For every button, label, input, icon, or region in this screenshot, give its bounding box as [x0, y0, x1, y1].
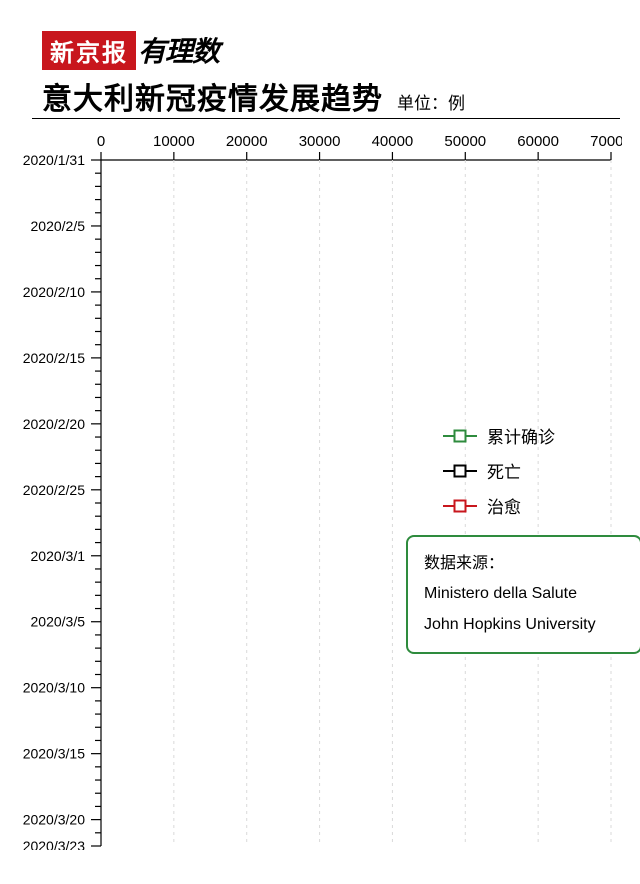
chart-unit: 单位：例 — [397, 89, 465, 114]
publisher-logo: 新京报 有理数 — [42, 30, 219, 70]
y-tick-label: 2020/2/20 — [23, 416, 85, 432]
x-tick-label: 70000 — [590, 133, 622, 150]
source-line-1: Ministero della Salute — [424, 579, 624, 609]
source-line-2: John Hopkins University — [424, 610, 624, 640]
legend-item: 累计确诊 — [443, 423, 555, 448]
legend-marker-icon — [454, 464, 467, 477]
x-tick-label: 40000 — [372, 133, 414, 150]
y-tick-label: 2020/1/31 — [23, 152, 85, 168]
legend-label: 治愈 — [487, 493, 521, 518]
header-divider — [32, 118, 620, 119]
x-tick-label: 20000 — [226, 133, 268, 150]
x-tick-label: 10000 — [153, 133, 195, 150]
y-tick-label: 2020/2/15 — [23, 350, 85, 366]
source-label: 数据来源： — [424, 549, 624, 579]
y-tick-label: 2020/2/5 — [31, 218, 86, 234]
legend-line-icon — [443, 435, 477, 437]
x-tick-label: 30000 — [299, 133, 341, 150]
y-tick-label: 2020/3/5 — [31, 614, 86, 630]
y-tick-label: 2020/3/1 — [31, 548, 86, 564]
legend-marker-icon — [454, 499, 467, 512]
chart-header: 意大利新冠疫情发展趋势 单位：例 — [42, 74, 465, 118]
x-tick-label: 60000 — [517, 133, 559, 150]
chart-area: 0 10000 20000 30000 40000 50000 60000 70000 2020… — [18, 130, 622, 850]
legend-item: 治愈 — [443, 493, 555, 518]
legend-line-icon — [443, 505, 477, 507]
legend-line-icon — [443, 470, 477, 472]
legend-marker-icon — [454, 429, 467, 442]
legend-item: 死亡 — [443, 458, 555, 483]
legend-label: 累计确诊 — [487, 423, 555, 448]
y-tick-label: 2020/3/20 — [23, 812, 85, 828]
legend: 累计确诊死亡治愈 — [443, 423, 555, 528]
logo-script: 有理数 — [138, 30, 219, 70]
x-tick-label: 0 — [97, 133, 105, 150]
logo-box: 新京报 — [42, 31, 136, 70]
chart-title: 意大利新冠疫情发展趋势 — [42, 74, 383, 118]
y-tick-label: 2020/3/15 — [23, 746, 85, 762]
source-box: 数据来源： Ministero della Salute John Hopkin… — [406, 535, 640, 654]
y-tick-label: 2020/2/10 — [23, 284, 85, 300]
y-tick-label: 2020/3/23 — [23, 838, 85, 850]
x-tick-label: 50000 — [444, 133, 486, 150]
y-tick-label: 2020/2/25 — [23, 482, 85, 498]
y-tick-label: 2020/3/10 — [23, 680, 85, 696]
legend-label: 死亡 — [487, 458, 521, 483]
